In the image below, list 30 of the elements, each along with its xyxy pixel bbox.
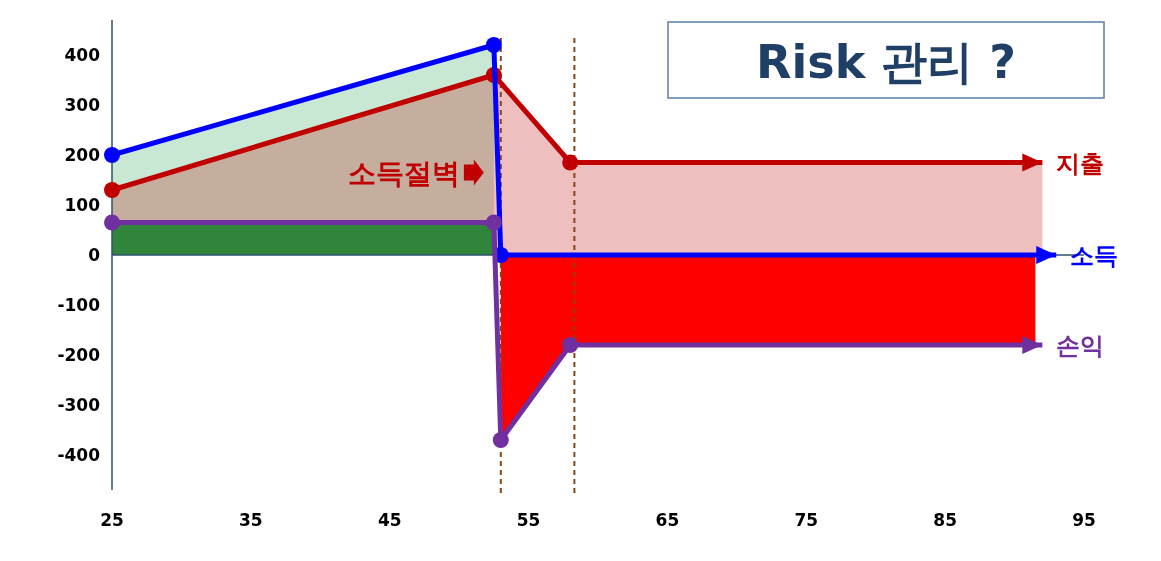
point <box>485 37 502 53</box>
y-tick-label: -100 <box>57 295 101 315</box>
x-tick-label: 25 <box>100 510 124 530</box>
chart-title: Risk 관리 ? <box>756 35 1016 89</box>
legend-label: 지출 <box>1056 149 1105 178</box>
legend-label: 소득 <box>1070 242 1119 270</box>
point <box>104 214 120 231</box>
series-label: 손익 <box>1056 332 1105 360</box>
x-tick-label: 85 <box>933 510 957 530</box>
point <box>562 154 579 171</box>
point <box>485 214 502 231</box>
y-tick-label: 200 <box>64 145 101 165</box>
y-tick-label: 300 <box>64 95 101 115</box>
x-tick-label: 95 <box>1072 510 1096 530</box>
x-tick-label: 75 <box>794 510 819 530</box>
point <box>492 432 509 448</box>
y-tick-label: -300 <box>57 395 101 415</box>
y-tick-label: 0 <box>88 245 101 265</box>
point <box>562 337 579 353</box>
x-tick-label: 55 <box>516 510 541 530</box>
y-tick-label: -400 <box>57 445 101 465</box>
annotation: 소득절벽 <box>347 156 460 190</box>
x-tick-label: 35 <box>239 510 263 530</box>
y-tick-label: -200 <box>57 345 101 365</box>
y-tick-label: 400 <box>64 45 101 65</box>
x-tick-label: 65 <box>655 510 680 530</box>
point <box>104 182 120 198</box>
y-tick-label: 100 <box>64 195 101 215</box>
x-tick-label: 45 <box>377 510 402 530</box>
point <box>104 147 120 163</box>
